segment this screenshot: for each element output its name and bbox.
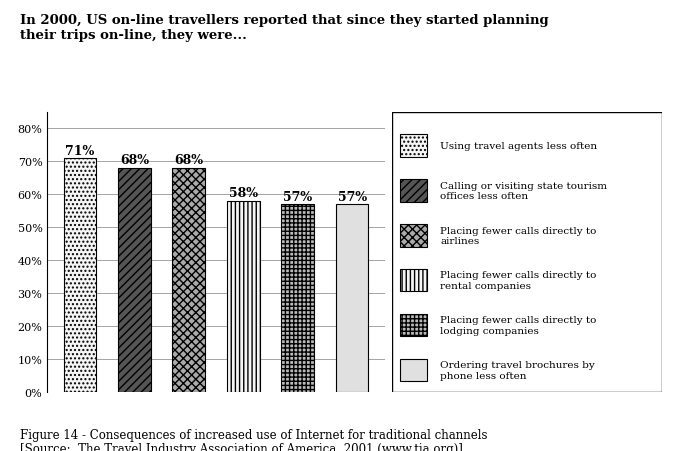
Bar [400,135,427,157]
Text: Placing fewer calls directly to
lodging companies: Placing fewer calls directly to lodging … [440,316,597,335]
Text: Using travel agents less often: Using travel agents less often [440,142,597,151]
Bar [63,159,97,392]
Bar [281,205,314,392]
FancyBboxPatch shape [392,113,662,392]
Bar [400,180,427,202]
Text: 57%: 57% [283,190,313,203]
Text: 58%: 58% [229,187,258,200]
Text: Calling or visiting state tourism
offices less often: Calling or visiting state tourism office… [440,181,607,201]
Text: In 2000, US on-line travellers reported that since they started planning
their t: In 2000, US on-line travellers reported … [20,14,549,41]
Text: 68%: 68% [120,154,149,167]
Text: Figure 14 - Consequences of increased use of Internet for traditional channels: Figure 14 - Consequences of increased us… [20,428,488,442]
Text: Placing fewer calls directly to
rental companies: Placing fewer calls directly to rental c… [440,271,597,290]
Bar [172,169,205,392]
Bar [335,205,369,392]
Bar [400,225,427,247]
Text: [Source:  The Travel Industry Association of America, 2001 (www.tia.org)]: [Source: The Travel Industry Association… [20,442,463,451]
Bar [400,314,427,336]
Text: Placing fewer calls directly to
airlines: Placing fewer calls directly to airlines [440,226,597,245]
Text: 68%: 68% [174,154,203,167]
Text: 71%: 71% [65,144,95,157]
Bar [118,169,151,392]
Text: Ordering travel brochures by
phone less often: Ordering travel brochures by phone less … [440,360,595,380]
Bar [227,202,260,392]
Bar [400,359,427,381]
Text: 57%: 57% [338,190,367,203]
Bar [400,269,427,292]
